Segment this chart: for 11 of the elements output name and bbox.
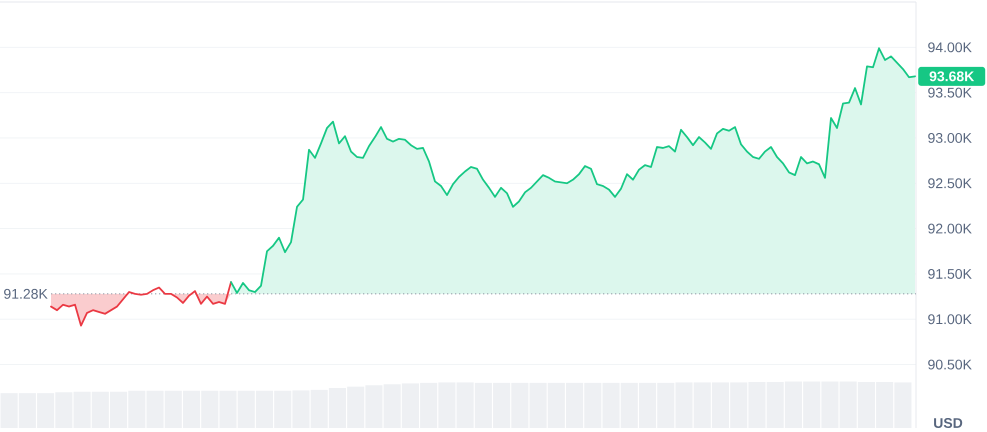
y-tick-label: 91.00K — [928, 314, 972, 324]
ref-line-label: 91.28K — [4, 288, 48, 299]
y-tick-label: 92.00K — [928, 224, 972, 234]
y-axis-title: USD — [934, 418, 962, 428]
y-tick-label: 94.00K — [928, 42, 972, 52]
y-tick-label: 92.50K — [928, 178, 972, 188]
data-label: 93.68K — [930, 71, 974, 82]
y-tick-label: 93.50K — [928, 88, 972, 98]
y-tick-label: 90.50K — [928, 360, 972, 370]
y-tick-label: 91.50K — [928, 268, 972, 279]
y-tick-label: 93.00K — [928, 132, 972, 143]
